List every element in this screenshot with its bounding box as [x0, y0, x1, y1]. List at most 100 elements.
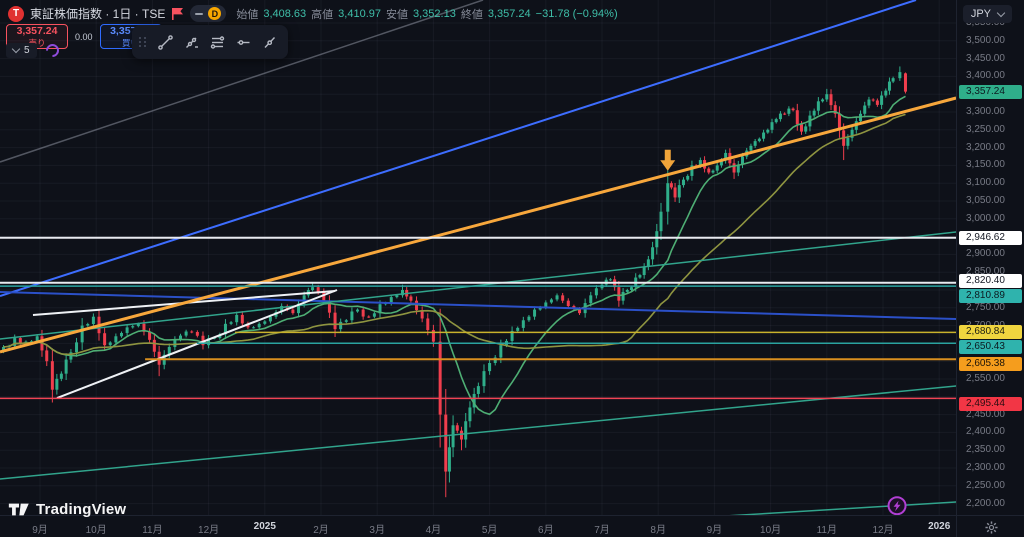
trend-angle-tool[interactable] [180, 29, 203, 55]
axis-corner [956, 515, 1024, 537]
minus-icon [195, 12, 204, 15]
close-value: 3,357.24 [487, 7, 531, 20]
candle-body [850, 129, 854, 138]
trend-line-blue-steep[interactable] [0, 0, 917, 297]
price-level-badge[interactable]: 2,680.84 [959, 325, 1022, 340]
candle-body [420, 310, 424, 319]
price-level-badge[interactable]: 2,946.62 [959, 230, 1022, 245]
moving-average-ma-long [3, 113, 906, 356]
arrow-down-marker[interactable] [660, 160, 676, 171]
time-tick-label: 2025 [253, 521, 276, 532]
sell-price: 3,357.24 [16, 25, 58, 37]
ray-tool[interactable] [258, 29, 281, 55]
arrow-down-marker[interactable] [664, 149, 671, 161]
drag-handle-icon[interactable] [139, 37, 147, 47]
collapsed-items-button[interactable]: 5 [6, 43, 37, 58]
trend-line-blue-shallow[interactable] [0, 290, 956, 321]
candle-body [833, 105, 837, 114]
time-tick-label: 9月 [32, 525, 48, 536]
candle-body [566, 300, 570, 307]
chart-plot-area[interactable] [0, 0, 956, 515]
candle-body [316, 287, 320, 293]
price-tick-label: 3,200.00 [966, 141, 1005, 153]
low-value: 3,352.13 [413, 7, 456, 20]
time-tick-label: 12月 [872, 525, 894, 536]
trend-line-gray-diagonal[interactable] [0, 0, 484, 163]
price-level-badge[interactable]: 2,605.38 [959, 357, 1022, 372]
candle-body [201, 335, 205, 346]
candle-body [59, 373, 63, 379]
candle-body [499, 345, 503, 358]
symbol-button[interactable]: T 東証株価指数 · 1日 · TSE [8, 5, 165, 22]
price-level-badge[interactable]: 2,495.44 [959, 397, 1022, 412]
price-tick-label: 3,500.00 [966, 34, 1005, 46]
candle-body [638, 275, 642, 278]
time-axis[interactable]: 9月 10月 11月 12月 2025 2月 3月 4月 5月 6月 7月 8月 9月 10月 11月 12月… [0, 515, 956, 537]
price-level-badge[interactable]: 2,820.40 [959, 273, 1022, 288]
candle-body [55, 378, 59, 390]
candle-body [804, 126, 808, 132]
trend-line-orange-trend[interactable] [0, 96, 956, 354]
gear-icon[interactable] [984, 520, 998, 534]
lightning-icon [893, 500, 901, 512]
trend-line-teal-mid[interactable] [0, 385, 956, 480]
trend-line-white-wedge-lower[interactable] [56, 289, 338, 399]
candle-body [108, 342, 112, 346]
flag-icon[interactable] [172, 7, 184, 20]
legend-collapse-row: 5 [6, 41, 62, 60]
time-tick-label: 5月 [481, 525, 498, 536]
candle-body [774, 119, 778, 123]
candle-body [753, 141, 757, 146]
candlestick-chart[interactable] [0, 0, 956, 515]
candle-body [18, 338, 22, 343]
candle-body [549, 299, 553, 303]
high-value: 3,410.97 [338, 7, 381, 20]
trend-line-tool[interactable] [154, 29, 177, 55]
time-tick-label: 6月 [538, 525, 554, 536]
price-tick-label: 3,400.00 [966, 70, 1005, 82]
candle-body [594, 288, 598, 296]
candle-body [30, 341, 34, 343]
candle-body [715, 165, 719, 171]
visibility-interval-pill[interactable]: D [190, 5, 227, 22]
price-level-badge[interactable]: 2,810.89 [959, 289, 1022, 304]
candle-body [589, 295, 593, 304]
candle-body [630, 287, 634, 290]
price-tick-label: 2,700.00 [966, 320, 1005, 331]
candle-body [625, 290, 629, 292]
candle-body [45, 350, 49, 362]
watermark-text: TradingView [36, 501, 127, 518]
candle-body [409, 296, 413, 301]
time-tick-label: 4月 [425, 525, 442, 536]
currency-selector[interactable]: JPY [962, 5, 1012, 23]
candle-body [791, 108, 795, 111]
price-tick-label: 3,050.00 [966, 195, 1005, 206]
candle-body [666, 183, 670, 212]
candle-body [302, 295, 306, 304]
candle-body [291, 309, 295, 314]
candle-body [350, 311, 354, 321]
candle-body [867, 99, 871, 106]
candle-body [732, 163, 736, 173]
candle-body [578, 309, 582, 314]
candle-body [749, 145, 753, 151]
horizontal-line-tool[interactable] [232, 29, 255, 55]
loading-ring-icon[interactable] [42, 41, 62, 60]
candle-body [829, 94, 833, 106]
time-tick-label: 2026 [928, 521, 951, 532]
parallel-lines-tool[interactable] [206, 29, 229, 55]
price-tick-label: 2,850.00 [966, 266, 1005, 278]
price-axis[interactable]: 2,200.00 2,250.00 2,300.00 2,350.00 2,400.00… [956, 0, 1024, 515]
header-bar: T 東証株価指数 · 1日 · TSE D 始値 3,408.63 高値 3,4… [8, 5, 618, 22]
candle-body [195, 332, 199, 336]
candle-body [280, 306, 284, 312]
price-level-badge[interactable]: 2,650.43 [959, 340, 1022, 355]
price-tick-label: 2,900.00 [966, 248, 1005, 260]
candle-body [783, 113, 787, 115]
candle-body [533, 309, 537, 317]
price-tick-label: 3,300.00 [966, 106, 1005, 117]
candle-body [472, 393, 476, 408]
trend-line-teal-bottom[interactable] [0, 501, 956, 515]
candle-body [311, 287, 315, 291]
